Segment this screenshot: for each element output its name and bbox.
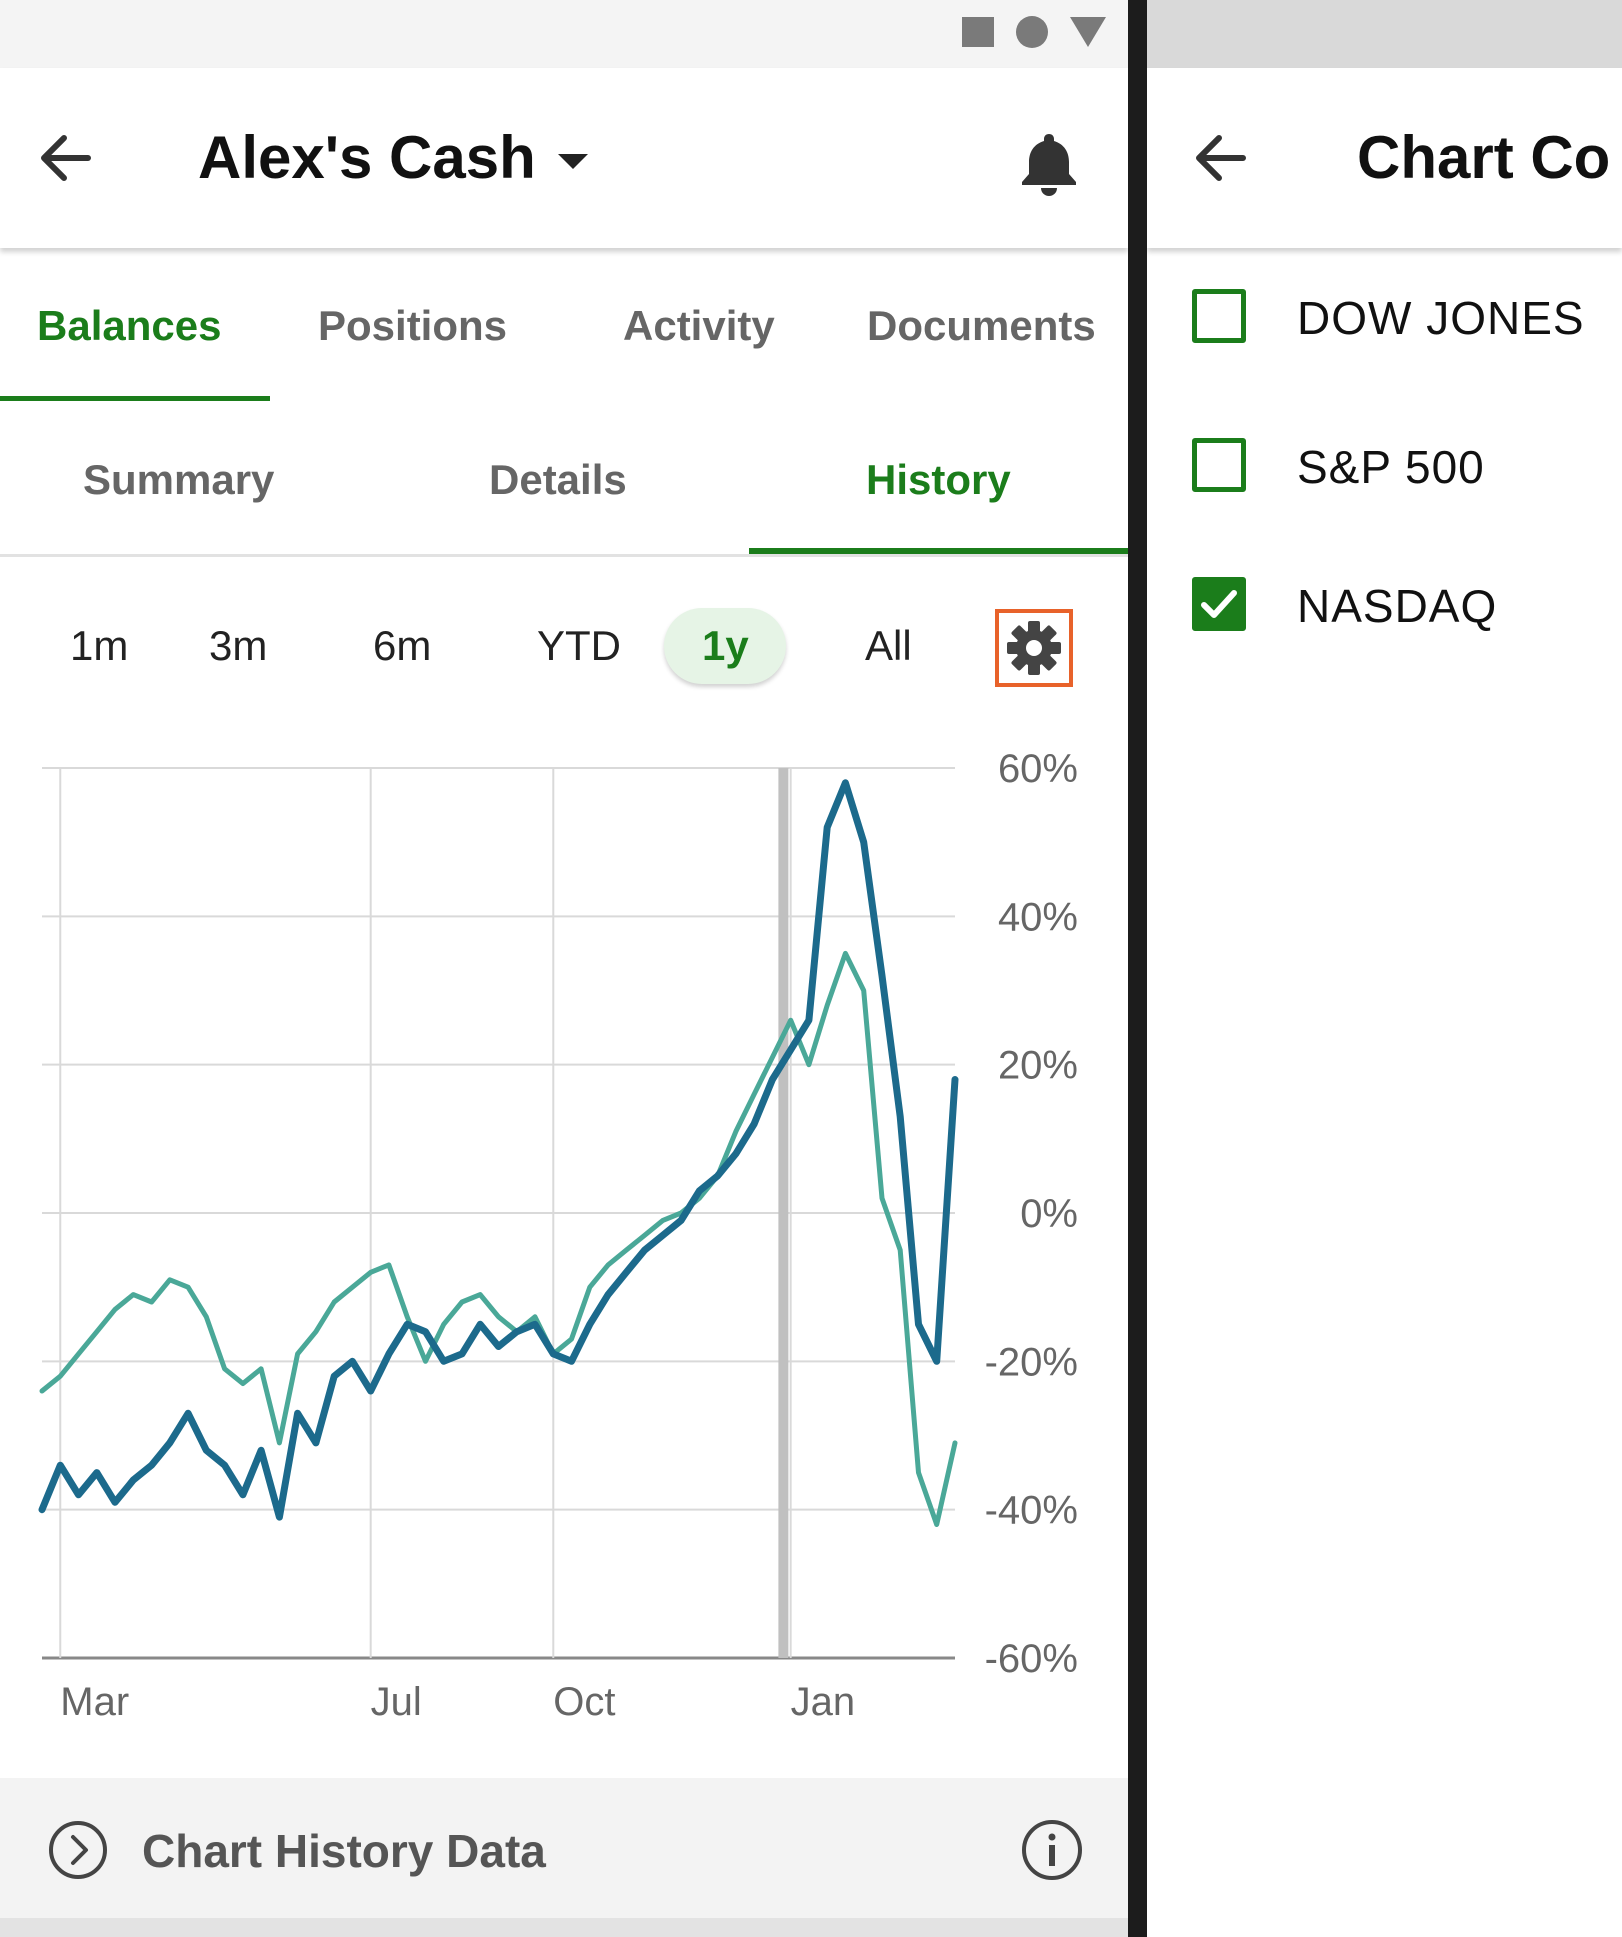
option-label-nasdaq: NASDAQ — [1297, 580, 1498, 632]
range-1m[interactable]: 1m — [70, 622, 129, 669]
history-chart[interactable]: 60% 40% 20% 0% -20% -40% -60% Mar Jul Oct Jan — [0, 740, 1128, 1740]
record-icon — [1016, 16, 1048, 48]
bell-icon[interactable] — [1018, 130, 1080, 196]
tab-indicator — [0, 396, 270, 401]
option-label-sp500: S&P 500 — [1297, 441, 1485, 493]
gear-icon — [1007, 621, 1061, 675]
app-bar: Chart Co — [1147, 68, 1622, 248]
y-tick-label: 0% — [1020, 1192, 1078, 1236]
compare-option-nasdaq[interactable]: NASDAQ — [1192, 577, 1496, 632]
x-tick-label: Mar — [60, 1680, 129, 1724]
signal-icon — [1070, 17, 1106, 47]
stop-icon — [962, 17, 994, 47]
x-tick-label: Jul — [371, 1680, 422, 1724]
y-tick-label: 60% — [998, 747, 1078, 791]
status-bar — [1147, 0, 1622, 68]
series-line-nasdaq — [39, 950, 958, 1527]
compare-option-dow-jones[interactable]: DOW JONES — [1192, 289, 1584, 344]
range-selected-pill — [664, 608, 786, 684]
chart-compare-screen: Chart Co DOW JONES S&P 500 NASDAQ — [1147, 0, 1622, 1937]
option-label-dow-jones: DOW JONES — [1297, 292, 1585, 344]
info-icon[interactable] — [1020, 1818, 1084, 1882]
account-history-screen: Alex's Cash Balances Positions Activity … — [0, 0, 1128, 1937]
page-title: Chart Co — [1357, 124, 1611, 191]
range-ytd[interactable]: YTD — [537, 622, 621, 669]
checkbox-dow-jones[interactable] — [1192, 289, 1246, 343]
chart-history-data-label: Chart History Data — [142, 1825, 546, 1877]
back-arrow-icon[interactable] — [1191, 126, 1251, 190]
bottom-edge — [0, 1918, 1128, 1937]
back-arrow-icon[interactable] — [36, 126, 96, 190]
page-title[interactable]: Alex's Cash — [198, 124, 536, 191]
chevron-down-icon[interactable] — [558, 154, 588, 169]
compare-option-sp500[interactable]: S&P 500 — [1192, 438, 1484, 493]
y-tick-label: -20% — [985, 1340, 1078, 1384]
y-tick-label: -60% — [985, 1637, 1078, 1681]
tab-activity[interactable]: Activity — [623, 302, 775, 349]
account-tabs: Balances Positions Activity Documents — [0, 260, 1128, 402]
status-bar — [0, 0, 1128, 68]
range-3m[interactable]: 3m — [209, 622, 268, 669]
tab-balances[interactable]: Balances — [37, 302, 222, 349]
checkbox-nasdaq[interactable] — [1192, 577, 1246, 631]
checkmark-icon — [1201, 590, 1237, 618]
chevron-right-circle-icon[interactable] — [48, 1820, 108, 1880]
checkbox-sp500[interactable] — [1192, 438, 1246, 492]
y-tick-label: -40% — [985, 1489, 1078, 1533]
tab-positions[interactable]: Positions — [318, 302, 508, 349]
chart-history-data-row[interactable]: Chart History Data — [0, 1778, 1128, 1918]
range-6m[interactable]: 6m — [373, 622, 432, 669]
series-line-account — [38, 779, 959, 1521]
range-1y[interactable]: 1y — [702, 622, 749, 669]
chart-settings-button[interactable] — [995, 609, 1073, 687]
x-tick-label: Jan — [791, 1680, 856, 1724]
subtab-history[interactable]: History — [866, 456, 1011, 503]
subtab-details[interactable]: Details — [489, 456, 627, 503]
tab-documents[interactable]: Documents — [867, 302, 1096, 349]
y-tick-label: 20% — [998, 1044, 1078, 1088]
y-tick-label: 40% — [998, 895, 1078, 939]
subtab-indicator — [749, 548, 1128, 554]
x-tick-label: Oct — [553, 1680, 615, 1724]
range-all[interactable]: All — [865, 622, 912, 669]
balance-subtabs: Summary Details History — [0, 404, 1128, 557]
subtab-summary[interactable]: Summary — [83, 456, 275, 503]
app-bar: Alex's Cash — [0, 68, 1128, 248]
